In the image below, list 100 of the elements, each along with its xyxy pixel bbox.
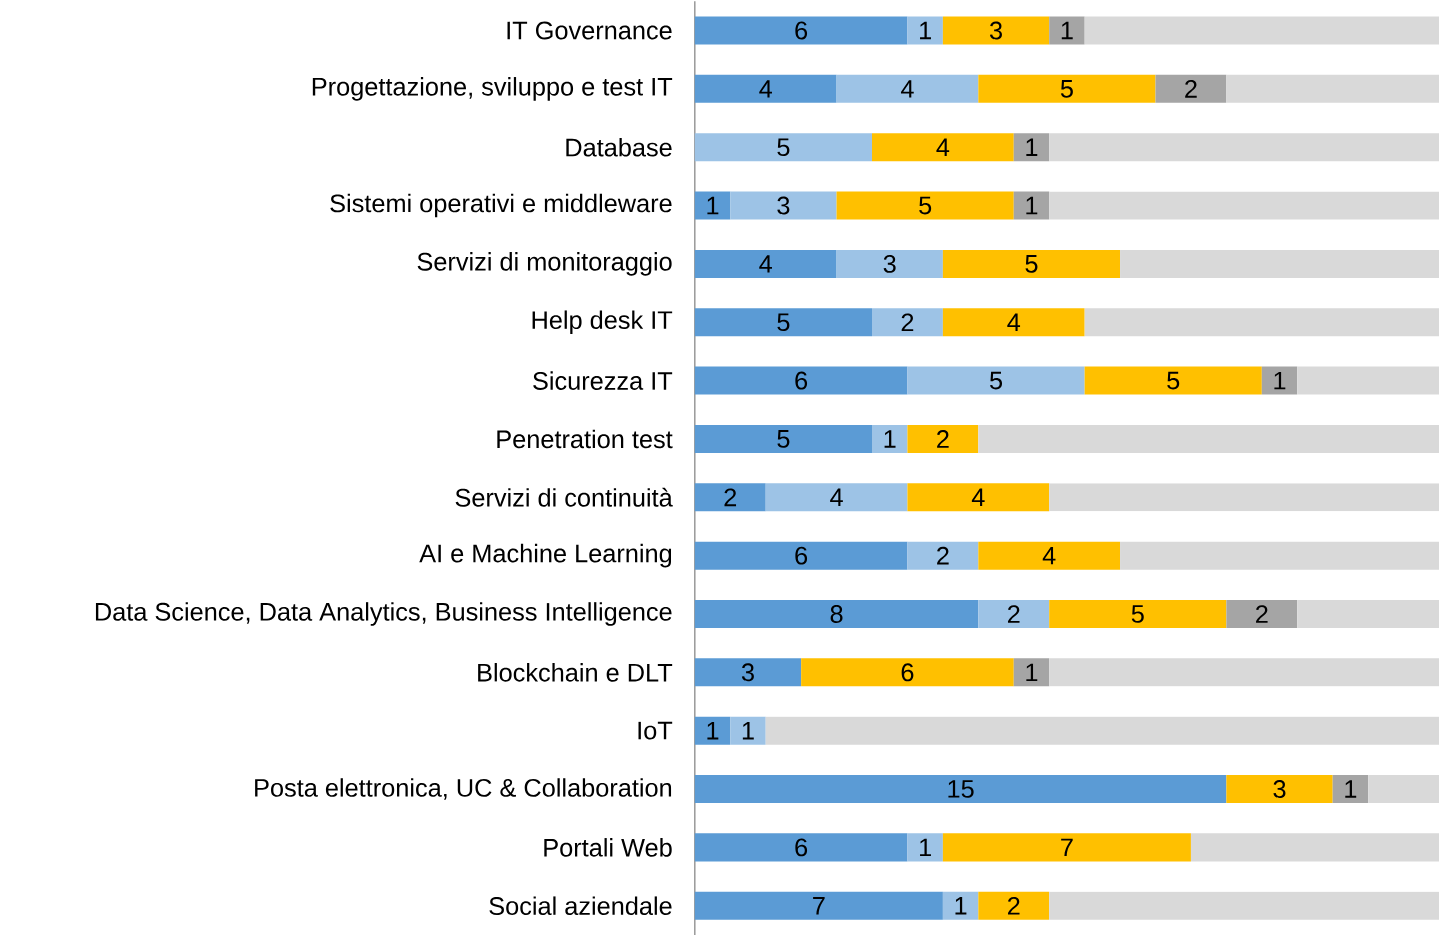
data-label: 1 xyxy=(1026,196,1038,215)
data-label: 1 xyxy=(1061,21,1073,40)
y-tick-label: Database xyxy=(566,137,672,157)
bar xyxy=(1120,541,1439,570)
bar xyxy=(907,16,943,45)
bar xyxy=(836,74,979,103)
bar xyxy=(1013,191,1050,220)
bar xyxy=(1226,599,1298,628)
bar xyxy=(1049,599,1227,628)
data-label: 1 xyxy=(920,838,931,856)
data-label: 5 xyxy=(1167,371,1180,390)
data-label: 2 xyxy=(937,546,949,565)
bar xyxy=(730,191,837,220)
data-label: 1 xyxy=(707,721,719,740)
data-label: 1 xyxy=(1345,780,1357,798)
bar xyxy=(730,716,766,745)
data-label: 5 xyxy=(989,371,1003,390)
bar xyxy=(836,191,1014,220)
y-tick-label: Help desk IT xyxy=(532,310,673,334)
data-label: 1 xyxy=(1026,138,1038,156)
bar xyxy=(1297,366,1439,395)
bar xyxy=(978,599,1050,628)
bar xyxy=(942,249,1121,278)
bar xyxy=(872,308,943,337)
data-label: 4 xyxy=(759,80,772,98)
bar xyxy=(694,366,908,395)
bar xyxy=(694,133,872,162)
bar xyxy=(907,833,943,862)
bar xyxy=(978,541,1121,570)
data-label: 2 xyxy=(901,313,914,331)
y-tick-label: AI e Machine Learning xyxy=(419,543,672,568)
data-label: 4 xyxy=(830,488,843,506)
bar xyxy=(836,249,943,278)
data-label: 4 xyxy=(900,80,914,98)
y-tick-label: IT Governance xyxy=(507,21,672,40)
data-label: 6 xyxy=(795,838,808,857)
data-label: 2 xyxy=(1007,605,1020,623)
y-tick-label: Servizi di continuità xyxy=(455,487,673,507)
bar xyxy=(1084,16,1439,45)
data-label: 6 xyxy=(795,371,808,390)
bar xyxy=(694,74,837,103)
data-label: 4 xyxy=(1042,546,1056,565)
data-label: 1 xyxy=(707,196,719,215)
bar xyxy=(694,774,1227,803)
bar xyxy=(1049,658,1439,687)
bar xyxy=(1013,658,1050,687)
bar xyxy=(942,16,1050,45)
bar xyxy=(1226,74,1439,103)
bar xyxy=(1261,366,1298,395)
bar xyxy=(694,191,731,220)
bar xyxy=(978,424,1439,453)
data-label: 5 xyxy=(919,196,932,215)
bar xyxy=(694,833,908,862)
bar xyxy=(978,74,1156,103)
data-label: 1 xyxy=(920,21,931,40)
bar xyxy=(1049,891,1439,920)
data-label: 5 xyxy=(1131,605,1144,623)
bar xyxy=(978,891,1050,920)
bar xyxy=(907,366,1085,395)
bar xyxy=(694,891,943,920)
data-label: 4 xyxy=(759,255,772,273)
bar xyxy=(1332,774,1369,803)
bar xyxy=(907,541,979,570)
data-label: 1 xyxy=(884,430,896,448)
data-label: 1 xyxy=(1274,371,1286,390)
bar xyxy=(872,424,908,453)
bar xyxy=(1049,483,1439,512)
y-tick-label: IoT xyxy=(638,721,673,740)
y-tick-label: Portali Web xyxy=(544,837,672,857)
data-label: 7 xyxy=(813,896,825,915)
bar xyxy=(694,599,979,628)
data-label: 3 xyxy=(883,254,896,273)
bar xyxy=(694,541,908,570)
y-tick-label: Penetration test xyxy=(497,429,673,449)
data-label: 4 xyxy=(971,488,985,506)
y-tick-label: Servizi di monitoraggio xyxy=(417,251,672,276)
bar xyxy=(1049,133,1439,162)
data-label: 2 xyxy=(1256,605,1268,623)
data-label: 1 xyxy=(1026,663,1038,681)
bar xyxy=(1120,249,1439,278)
data-label: 3 xyxy=(989,21,1002,40)
bar xyxy=(1190,833,1439,862)
data-label: 15 xyxy=(948,780,974,798)
y-tick-label: Social aziendale xyxy=(489,896,672,915)
data-label: 6 xyxy=(795,21,808,40)
data-label: 1 xyxy=(742,721,754,740)
bar xyxy=(942,891,979,920)
bar xyxy=(765,716,1439,745)
bar xyxy=(1297,599,1439,628)
data-label: 3 xyxy=(741,663,754,682)
data-label: 7 xyxy=(1061,838,1073,856)
bar xyxy=(694,308,872,337)
bar xyxy=(1226,774,1333,803)
data-label: 2 xyxy=(1185,79,1197,98)
data-label: 3 xyxy=(1273,779,1286,798)
bar xyxy=(694,16,908,45)
bar xyxy=(1013,133,1050,162)
data-label: 5 xyxy=(777,313,790,331)
data-label: 8 xyxy=(830,604,843,623)
y-tick-label: Sistemi operativi e middleware xyxy=(330,193,672,218)
